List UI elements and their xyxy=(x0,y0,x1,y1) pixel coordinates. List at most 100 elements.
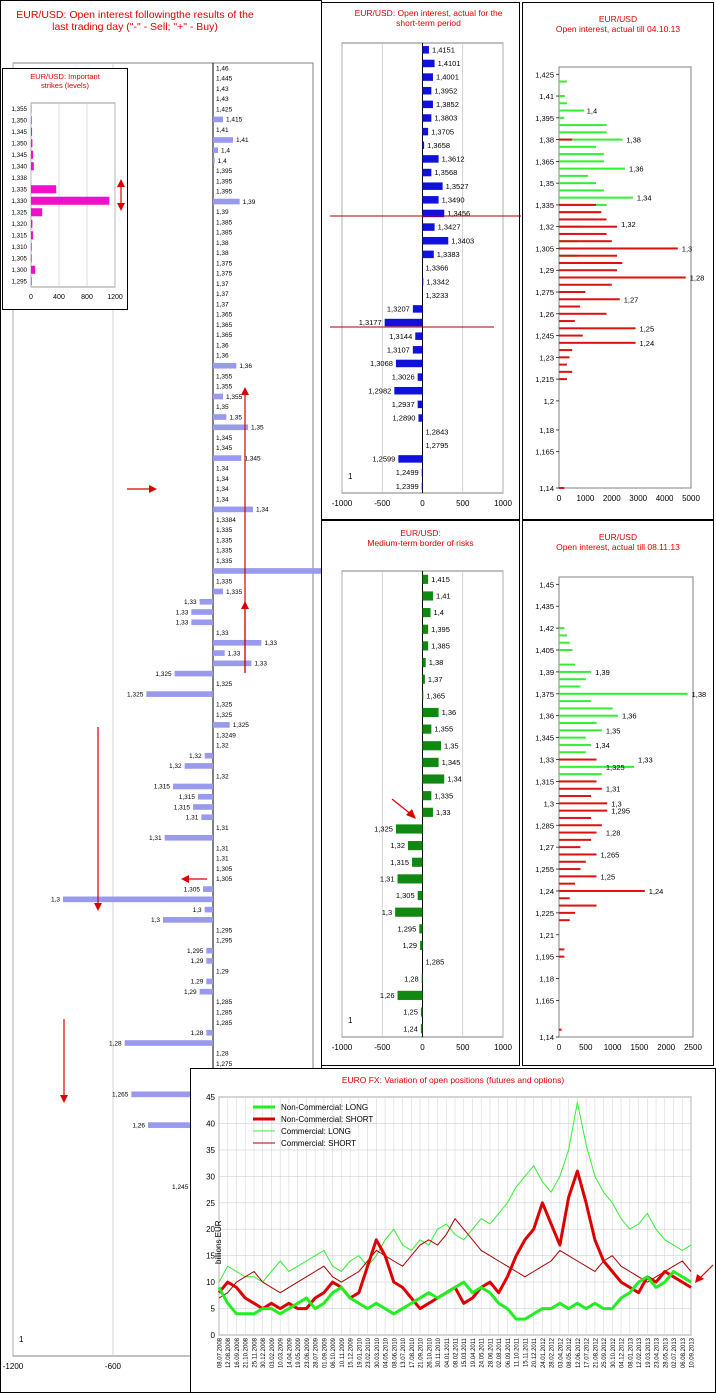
bar-label: 1,305 xyxy=(184,886,201,893)
bar-label: 1,43 xyxy=(216,96,229,103)
bar-label: 1,35 xyxy=(229,414,242,421)
x-tick-label: 500 xyxy=(579,1043,593,1052)
y-tick-label: 1,36 xyxy=(539,712,554,721)
bar xyxy=(213,589,223,595)
bar-label: 1,3384 xyxy=(216,517,236,524)
bar-puts xyxy=(559,218,607,220)
guide-arrow-up-2-head xyxy=(241,601,249,609)
bar-puts xyxy=(559,948,564,950)
y-tick-label: 1,338 xyxy=(12,175,28,182)
bar xyxy=(418,891,423,900)
bar xyxy=(396,824,423,833)
bar xyxy=(398,455,422,463)
pointer-arrow-left-head xyxy=(181,875,189,883)
bar-calls xyxy=(559,95,565,97)
x-tick-label: 17.07.2012 xyxy=(585,1337,591,1368)
y-tick-label: 5 xyxy=(211,1305,216,1314)
bar-calls xyxy=(559,182,596,184)
bar-label: 1,28 xyxy=(109,1040,122,1047)
bar xyxy=(423,774,445,783)
bar-label: 1,26 xyxy=(132,1122,145,1129)
bar-label: 1,32 xyxy=(169,763,182,770)
legend-label: Non-Commercial: SHORT xyxy=(281,1115,373,1124)
bar-calls xyxy=(559,168,625,170)
y-axis-label: billions EUR xyxy=(214,1220,223,1264)
bar xyxy=(423,237,449,245)
bar-puts xyxy=(559,912,575,914)
bar xyxy=(205,907,213,913)
x-tick-label: 04.12.2012 xyxy=(620,1337,626,1368)
x-tick-label: 28.07.2009 xyxy=(314,1337,320,1368)
bar-annotation: 1,27 xyxy=(624,295,639,304)
bar-label: 1,365 xyxy=(216,332,233,339)
x-tick-label: 1500 xyxy=(631,1043,649,1052)
bar xyxy=(423,758,439,767)
bar-label: 1,33 xyxy=(228,650,241,657)
bar xyxy=(203,886,213,892)
bar-label: 1,3068 xyxy=(370,359,393,368)
bar-calls xyxy=(559,737,586,739)
bar-label: 1,29 xyxy=(191,958,204,965)
bar-annotation: 1,36 xyxy=(622,712,637,721)
x-tick-label: 2000 xyxy=(657,1043,675,1052)
bar xyxy=(420,941,422,950)
bar-label: 1,335 xyxy=(216,527,233,534)
bar-label: 1,315 xyxy=(174,804,191,811)
bar xyxy=(423,46,429,54)
bar-label: 1,3207 xyxy=(387,305,410,314)
x-tick-label: 0 xyxy=(29,294,33,301)
x-tick-label: 23.02.2010 xyxy=(366,1337,372,1368)
x-tick-label: 1200 xyxy=(107,294,123,301)
bar xyxy=(423,223,435,231)
y-tick-label: 1,14 xyxy=(539,484,554,493)
x-tick-label: 04.01.2011 xyxy=(445,1337,451,1367)
bar-label: 1,33 xyxy=(176,620,189,627)
bar-puts xyxy=(559,277,686,279)
bar-label: 1,3456 xyxy=(447,209,470,218)
bar-puts xyxy=(559,233,607,235)
bar-label: 1,26 xyxy=(380,991,395,1000)
bar-annotation: 1,4 xyxy=(587,107,597,116)
bar xyxy=(213,137,233,143)
bar xyxy=(205,753,213,759)
x-tick-label: 06.08.2013 xyxy=(681,1337,687,1368)
bar xyxy=(206,979,213,985)
bar-puts xyxy=(559,226,617,228)
bar-label: 1,4001 xyxy=(436,73,459,82)
bar xyxy=(213,722,230,728)
bar-label: 1,3233 xyxy=(426,291,449,300)
y-tick-label: 0 xyxy=(211,1331,216,1340)
bar-puts xyxy=(559,139,572,141)
bar-label: 1,325 xyxy=(216,702,233,709)
bar-calls xyxy=(559,715,618,717)
bar-puts xyxy=(559,956,564,958)
bar-label: 1,295 xyxy=(187,948,204,955)
y-tick-label: 1,3 xyxy=(544,799,554,808)
bar-label: 1,335 xyxy=(434,791,453,800)
bar-label: 1,31 xyxy=(216,825,229,832)
bar-calls xyxy=(559,751,586,753)
bar xyxy=(213,424,248,430)
bar-calls xyxy=(559,671,591,673)
bar-label: 1,355 xyxy=(216,384,233,391)
y-tick-label: 25 xyxy=(206,1199,215,1208)
bar-label: 1,3427 xyxy=(438,223,461,232)
bar-label: 1,33 xyxy=(176,609,189,616)
bar-calls xyxy=(559,160,604,162)
bar xyxy=(63,897,213,903)
bar-calls xyxy=(559,722,597,724)
bar-calls xyxy=(559,81,567,83)
x-tick-label: 19.03.2013 xyxy=(646,1337,652,1368)
bar xyxy=(125,1040,213,1046)
x-tick-label: 10.11.2009 xyxy=(340,1337,346,1367)
bar-label: 1,36 xyxy=(442,708,457,717)
y-tick-label: 1,18 xyxy=(539,975,554,984)
oi-0811-chart-panel: EUR/USD Open interest, actual till 08.11… xyxy=(522,520,714,1066)
bar-annotation: 1,32 xyxy=(621,220,636,229)
bar-calls xyxy=(559,700,591,702)
bar xyxy=(422,974,423,983)
y-tick-label: 1,33 xyxy=(539,756,554,765)
bar-label: 1,33 xyxy=(264,640,277,647)
